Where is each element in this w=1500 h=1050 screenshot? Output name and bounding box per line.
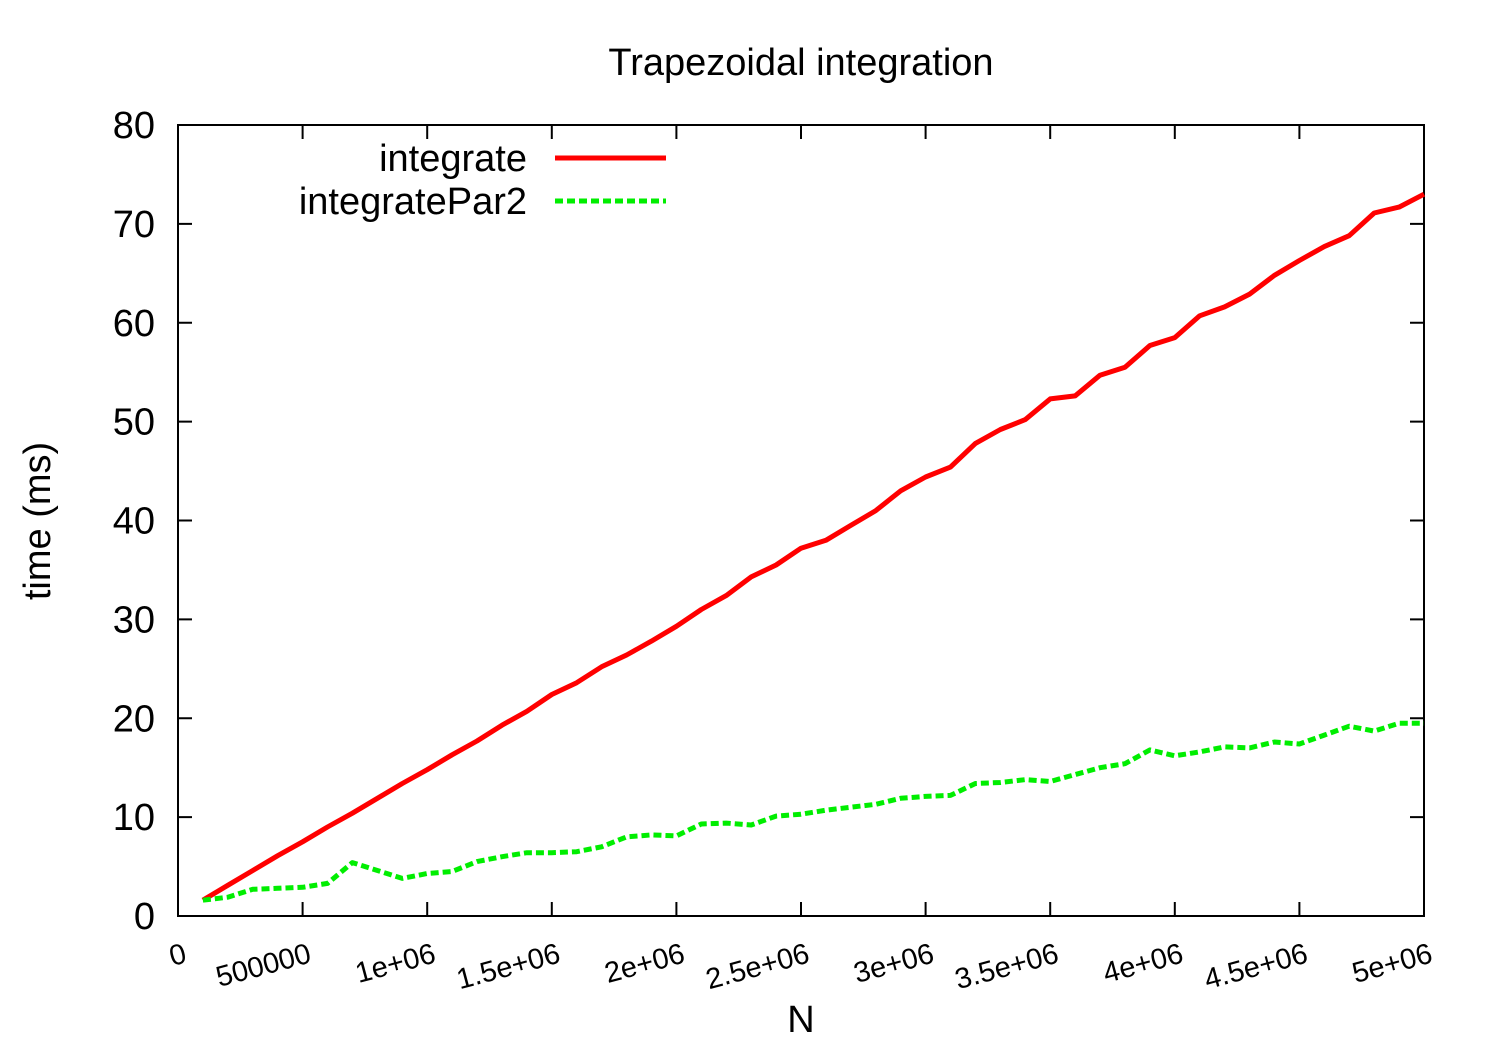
x-tick-label: 0 xyxy=(166,938,190,973)
y-tick-label: 80 xyxy=(113,105,155,147)
series-lines xyxy=(201,191,1426,903)
y-tick-label: 0 xyxy=(134,896,155,938)
x-tick-label: 3.5e+06 xyxy=(952,938,1062,996)
plot-area xyxy=(177,124,1425,917)
x-tick-label: 2.5e+06 xyxy=(702,938,812,996)
y-tick-label: 40 xyxy=(113,501,155,543)
x-tick-label: 5e+06 xyxy=(1349,938,1436,990)
y-axis-ticks: 0 10 20 30 40 50 60 70 80 xyxy=(113,105,1424,938)
x-tick-label: 500000 xyxy=(213,938,315,994)
x-tick-label: 2e+06 xyxy=(601,938,688,990)
series-line-integrate xyxy=(201,191,1426,903)
y-tick-label: 70 xyxy=(113,204,155,246)
y-tick-label: 50 xyxy=(113,402,155,444)
x-tick-label: 1.5e+06 xyxy=(453,938,563,996)
x-tick-label: 3e+06 xyxy=(850,938,937,990)
y-tick-label: 30 xyxy=(113,599,155,641)
y-tick-label: 20 xyxy=(113,698,155,740)
legend-label: integratePar2 xyxy=(299,181,527,223)
y-tick-label: 60 xyxy=(113,303,155,345)
chart-title: Trapezoidal integration xyxy=(608,42,993,84)
x-tick-label: 1e+06 xyxy=(352,938,439,990)
x-axis-label: N xyxy=(787,999,814,1041)
y-tick-label: 10 xyxy=(113,797,155,839)
y-axis-label: time (ms) xyxy=(17,442,59,600)
x-tick-label: 4.5e+06 xyxy=(1201,938,1311,996)
series-line-integratePar2 xyxy=(202,720,1424,903)
legend-label: integrate xyxy=(379,138,527,180)
x-tick-label: 4e+06 xyxy=(1100,938,1187,990)
